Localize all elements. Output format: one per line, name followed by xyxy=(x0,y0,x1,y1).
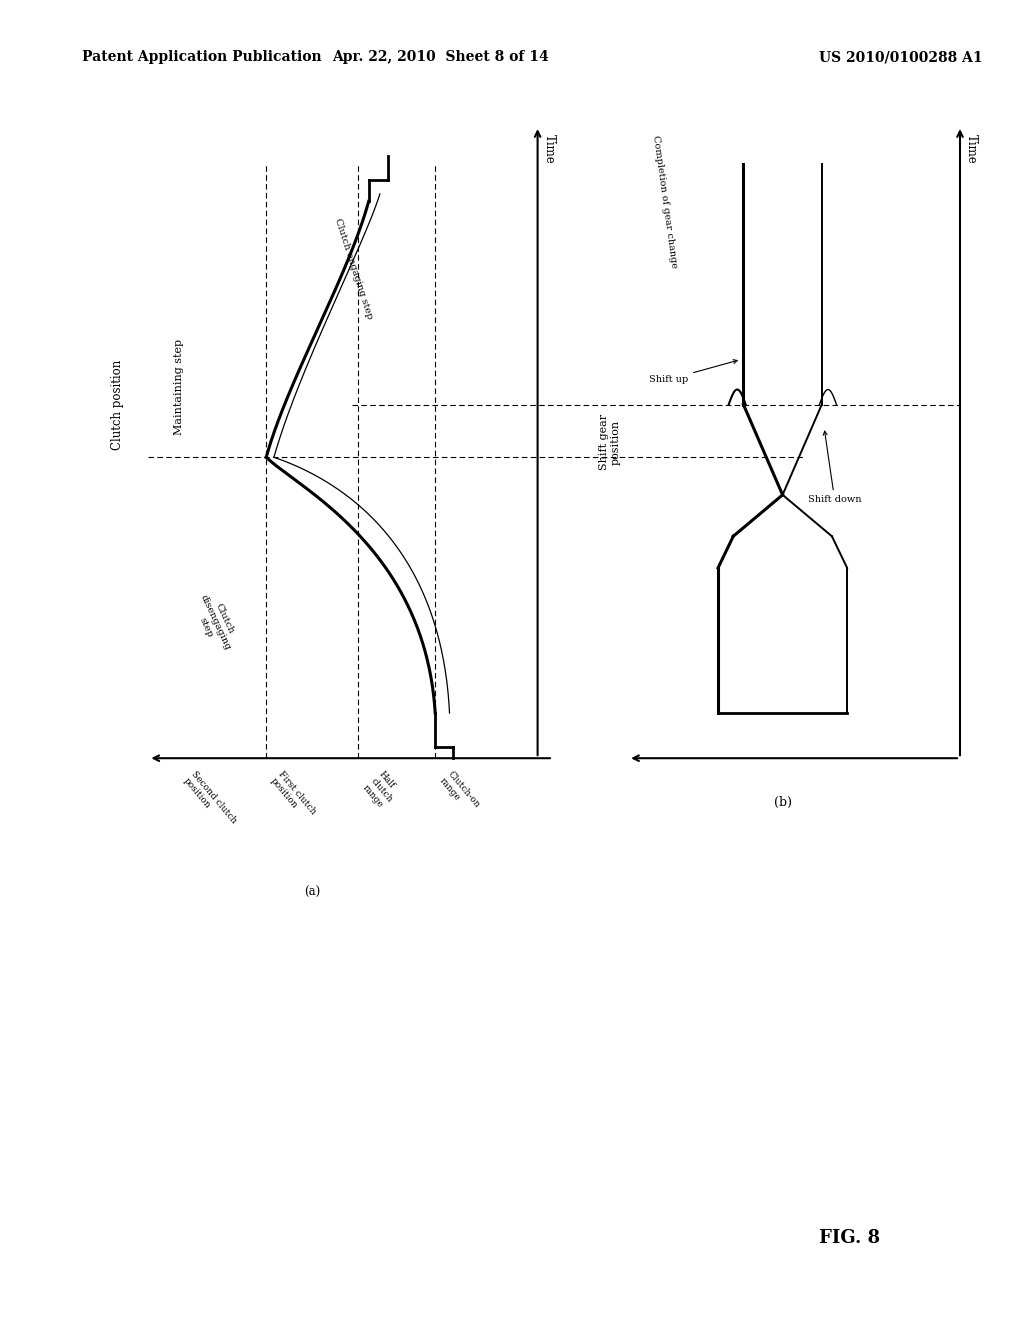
Text: Maintaining step: Maintaining step xyxy=(174,338,184,434)
Text: Completion of gear change: Completion of gear change xyxy=(651,135,679,269)
Text: (a): (a) xyxy=(304,886,321,899)
Text: US 2010/0100288 A1: US 2010/0100288 A1 xyxy=(819,50,983,65)
Text: Half
clutch
range: Half clutch range xyxy=(361,770,402,810)
Text: Apr. 22, 2010  Sheet 8 of 14: Apr. 22, 2010 Sheet 8 of 14 xyxy=(332,50,549,65)
Text: First clutch
position: First clutch position xyxy=(268,770,318,822)
Text: FIG. 8: FIG. 8 xyxy=(819,1229,881,1247)
Text: Clutch-on
range: Clutch-on range xyxy=(438,770,481,816)
Text: Shift up: Shift up xyxy=(649,359,737,384)
Text: Patent Application Publication: Patent Application Publication xyxy=(82,50,322,65)
Text: Second clutch
position: Second clutch position xyxy=(182,770,239,832)
Text: Clutch engaging step: Clutch engaging step xyxy=(333,218,374,321)
Text: Shift down: Shift down xyxy=(808,432,861,504)
Text: Clutch position: Clutch position xyxy=(112,359,124,450)
Text: Clutch
disengaging
step: Clutch disengaging step xyxy=(188,589,242,656)
Text: (b): (b) xyxy=(773,796,792,809)
Text: Shift gear
position: Shift gear position xyxy=(599,414,621,470)
Text: Time: Time xyxy=(965,133,978,164)
Text: Time: Time xyxy=(543,133,556,164)
